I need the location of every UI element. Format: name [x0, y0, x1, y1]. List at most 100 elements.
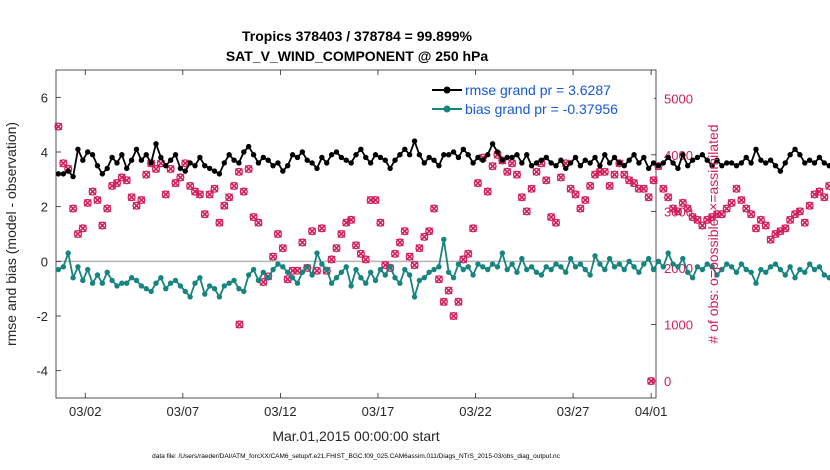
- obs-possible-point: [122, 176, 131, 185]
- rmse-point: [680, 152, 686, 158]
- obs-assimilated-point: [483, 187, 492, 196]
- obs-possible-point: [137, 196, 146, 205]
- data-file-footer: data file: /Users/raeder/DAI/ATM_forcXX/…: [152, 453, 561, 460]
- rmse-point: [528, 162, 535, 169]
- rmse-point: [309, 160, 315, 166]
- bias-point: [450, 275, 457, 281]
- rmse-point: [285, 162, 291, 169]
- rmse-point: [519, 160, 525, 166]
- rmse-point: [411, 138, 418, 144]
- rmse-point: [772, 162, 779, 169]
- bias-point: [192, 280, 198, 286]
- rmse-point: [465, 152, 471, 158]
- bias-point: [324, 266, 330, 273]
- x-tick-label: 03/12: [264, 404, 297, 419]
- bias-point: [802, 269, 808, 275]
- obs-possible-point: [815, 187, 824, 196]
- bias-point: [675, 264, 681, 270]
- bias-point: [709, 264, 715, 270]
- rmse-point: [226, 152, 232, 158]
- rmse-point: [816, 154, 823, 161]
- obs-possible-point: [127, 193, 136, 202]
- obs-assimilated-point: [522, 207, 531, 216]
- obs-assimilated-point: [625, 176, 634, 185]
- obs-possible-point: [210, 184, 219, 193]
- obs-assimilated-point: [542, 176, 551, 185]
- rmse-point: [319, 154, 325, 161]
- obs-possible-point: [83, 198, 92, 207]
- rmse-point: [592, 154, 598, 161]
- obs-possible-point: [166, 164, 175, 174]
- rmse-point: [143, 152, 149, 158]
- obs-possible-point: [615, 159, 624, 168]
- obs-assimilated-point: [98, 221, 107, 230]
- bias-point: [455, 261, 462, 267]
- obs-assimilated-point: [688, 213, 697, 221]
- bias-point: [353, 266, 359, 273]
- rmse-point: [202, 162, 208, 169]
- obs-possible-point: [727, 198, 736, 207]
- bias-point: [289, 275, 296, 281]
- rmse-point: [265, 157, 271, 163]
- rmse-point: [153, 141, 159, 147]
- obs-possible-point: [542, 176, 551, 185]
- rmse-point: [724, 160, 730, 166]
- obs-possible-point: [498, 156, 507, 165]
- rmse-point: [60, 171, 67, 177]
- obs-assimilated-point: [361, 255, 370, 264]
- bias-point: [806, 261, 813, 267]
- rmse-point: [758, 157, 764, 163]
- obs-possible-point: [444, 286, 453, 295]
- rmse-point: [402, 146, 408, 152]
- obs-assimilated-point: [747, 210, 756, 219]
- bias-point: [587, 272, 593, 278]
- bias-point: [489, 261, 496, 267]
- rmse-point: [99, 171, 106, 177]
- obs-assimilated-point: [400, 227, 409, 236]
- obs-assimilated-point: [454, 297, 463, 306]
- bias-point: [382, 272, 388, 278]
- bias-point: [343, 264, 349, 270]
- obs-possible-point: [254, 218, 263, 227]
- obs-possible-point: [649, 176, 658, 185]
- x-tick-label: 03/02: [69, 404, 102, 419]
- obs-assimilated-point: [805, 201, 814, 210]
- bias-point: [816, 264, 823, 270]
- rmse-point: [441, 152, 447, 158]
- obs-assimilated-point: [78, 224, 87, 233]
- bias-point: [738, 261, 745, 267]
- bias-point: [397, 280, 403, 286]
- obs-possible-point: [532, 167, 541, 176]
- rmse-point: [489, 141, 496, 147]
- bias-point: [255, 277, 262, 284]
- obs-assimilated-point: [776, 227, 785, 236]
- obs-assimilated-point: [732, 184, 741, 193]
- rmse-point: [70, 173, 76, 180]
- obs-possible-point: [766, 235, 775, 244]
- rmse-point: [206, 165, 213, 172]
- obs-possible-point: [93, 196, 102, 205]
- rmse-point: [75, 146, 81, 152]
- y-left-tick-label: 6: [41, 90, 48, 105]
- y-axis-left-label: rmse and bias (model - observation): [3, 122, 19, 346]
- obs-assimilated-point: [581, 196, 590, 205]
- bias-point: [387, 264, 393, 270]
- obs-possible-point: [512, 170, 522, 179]
- legend-bias-marker: [443, 105, 451, 113]
- obs-assimilated-point: [395, 238, 404, 247]
- obs-possible-point: [469, 224, 478, 233]
- rmse-point: [645, 165, 652, 172]
- bias-point: [119, 280, 125, 286]
- obs-assimilated-point: [473, 179, 482, 188]
- rmse-point: [372, 152, 379, 158]
- bias-point: [728, 264, 735, 270]
- y-axis-right-label: # of obs: o=possible; ×=assimilated: [705, 124, 721, 343]
- obs-assimilated-point: [200, 210, 209, 219]
- rmse-point: [260, 154, 267, 161]
- obs-possible-point: [244, 164, 253, 174]
- rmse-point: [777, 168, 784, 174]
- obs-possible-point: [98, 221, 107, 230]
- obs-assimilated-point: [556, 173, 565, 182]
- rmse-point: [587, 160, 593, 166]
- obs-assimilated-point: [88, 187, 97, 196]
